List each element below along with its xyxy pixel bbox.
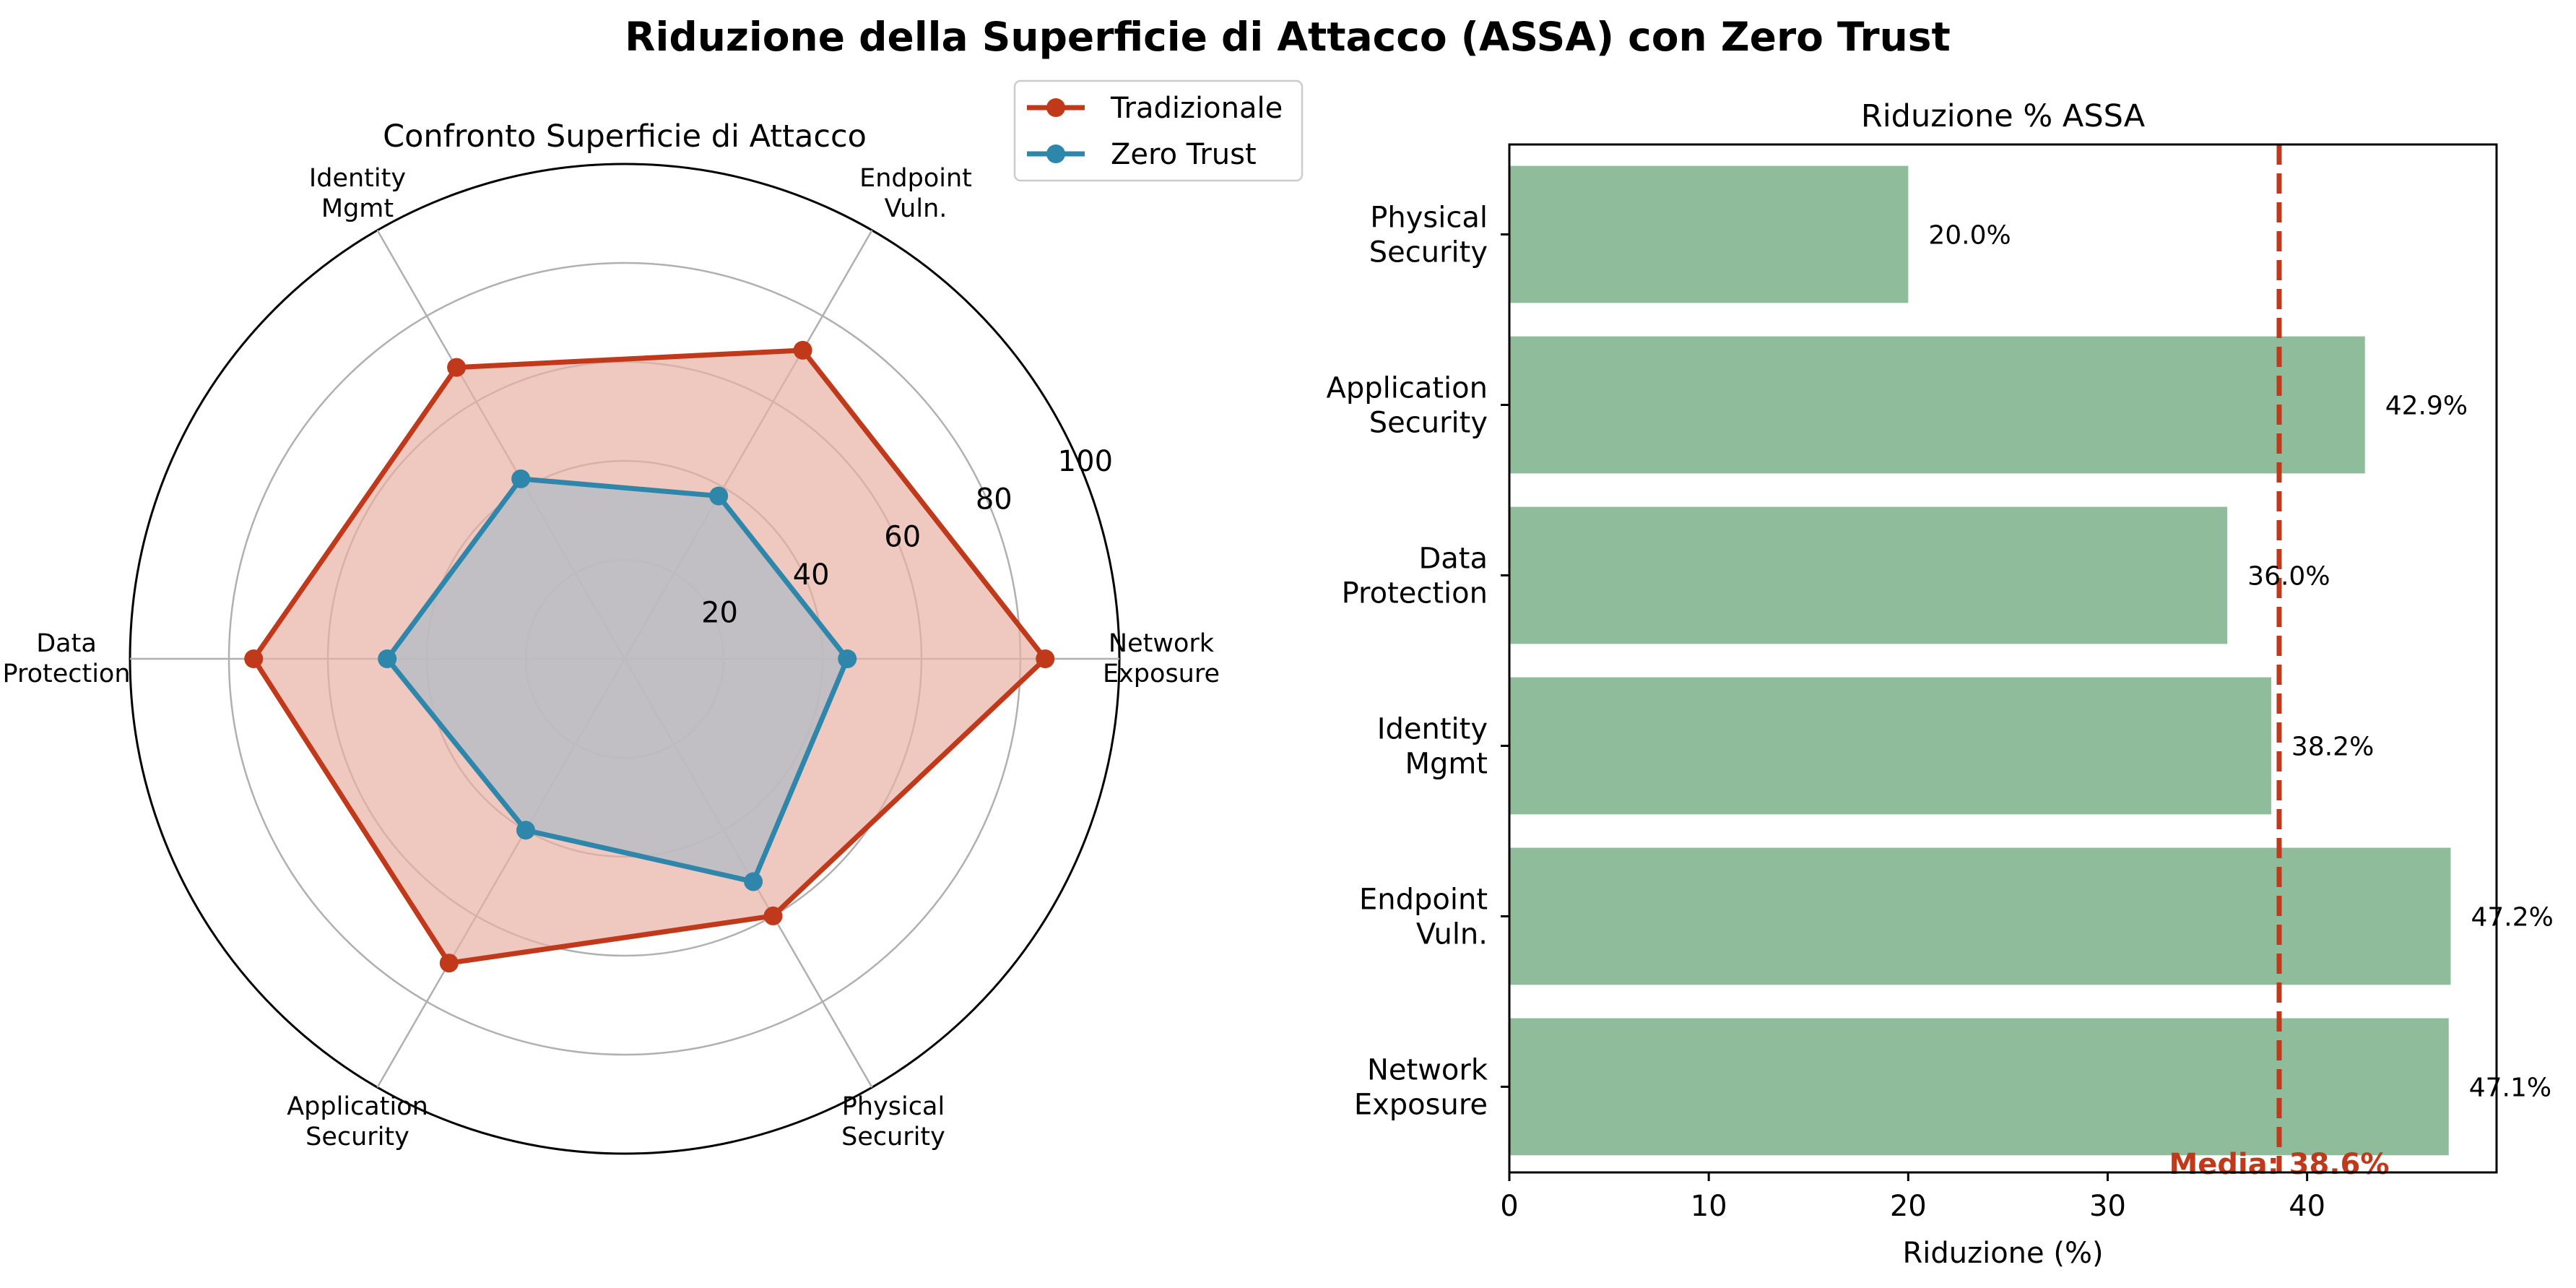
legend-swatch-marker [1046, 144, 1065, 163]
radar-point [516, 821, 535, 840]
radar-category-label: Application Security [287, 1092, 428, 1151]
bar-value-label: 47.2% [2471, 902, 2553, 932]
radar-point [744, 872, 763, 891]
mean-label: Media: 38.6% [2169, 1148, 2389, 1181]
bar-value-label: 38.2% [2291, 732, 2374, 761]
radar-point [511, 469, 531, 488]
bar-category-label: Application Security [1327, 371, 1488, 439]
bar [1509, 165, 1909, 303]
bar-category-label: Network Exposure [1354, 1053, 1488, 1121]
radar-area-zero-trust [387, 478, 848, 882]
radar-point [244, 649, 264, 668]
bar-chart: 47.1% 47.2% 38.2% 36.0% 42.9% 20.0% Media: 38.… [1327, 98, 2554, 1270]
x-tick-label: 20 [1890, 1190, 1927, 1223]
x-axis-label: Riduzione (%) [1902, 1237, 2103, 1270]
radar-tick-label: 20 [701, 597, 738, 630]
bar-category-label: Data Protection [1342, 542, 1488, 610]
x-tick-label: 40 [2289, 1190, 2325, 1223]
x-tick-label: 30 [2089, 1190, 2126, 1223]
x-tick-label: 0 [1500, 1190, 1518, 1223]
bar-value-label: 36.0% [2247, 561, 2330, 591]
radar-point [447, 358, 467, 377]
bar [1509, 847, 2451, 985]
radar-point [763, 906, 783, 925]
figure-title: Riduzione della Superficie di Attacco (A… [625, 14, 1951, 60]
bar-value-label: 42.9% [2385, 391, 2468, 420]
bar-category-label: Identity Mgmt [1377, 712, 1488, 780]
radar-point [709, 486, 729, 506]
bar-category-label: Physical Security [1369, 202, 1488, 269]
radar-tick-label: 100 [1058, 445, 1113, 478]
radar-point [793, 340, 812, 360]
legend-swatch-marker [1046, 98, 1065, 117]
bar-category-label: Endpoint Vuln. [1359, 883, 1488, 951]
radar-point [439, 954, 459, 973]
bar [1509, 677, 2271, 815]
radar-tick-label: 40 [793, 558, 830, 592]
bar-title: Riduzione % ASSA [1861, 98, 2146, 134]
radar-category-label: Data Protection [2, 629, 130, 688]
radar-chart: 20 40 60 80 100 Network Exposure Endpoint Vuln. I… [2, 79, 1304, 1155]
radar-tick-label: 60 [884, 521, 921, 554]
radar-point [838, 649, 857, 668]
radar-category-label: Physical Security [841, 1092, 945, 1151]
radar-point [1036, 649, 1055, 668]
legend-box [1013, 79, 1304, 182]
bar [1509, 506, 2228, 644]
radar-tick-label: 80 [976, 483, 1012, 516]
legend-label: Zero Trust [1111, 138, 1257, 171]
radar-legend: Tradizionale Zero Trust [1013, 79, 1304, 182]
bar-axes-frame [1508, 143, 2498, 1174]
radar-category-label: Network Exposure [1103, 629, 1220, 688]
legend-label: Tradizionale [1110, 92, 1283, 125]
radar-category-label: Identity Mgmt [309, 164, 406, 223]
radar-category-label: Endpoint Vuln. [859, 164, 972, 223]
bar-value-label: 20.0% [1928, 221, 2011, 251]
x-tick-label: 10 [1691, 1190, 1727, 1223]
bar [1509, 336, 2365, 474]
bar [1509, 1018, 2449, 1156]
radar-title: Confronto Superficie di Attacco [383, 118, 867, 155]
radar-point [378, 649, 397, 668]
bar-value-label: 47.1% [2469, 1073, 2551, 1102]
